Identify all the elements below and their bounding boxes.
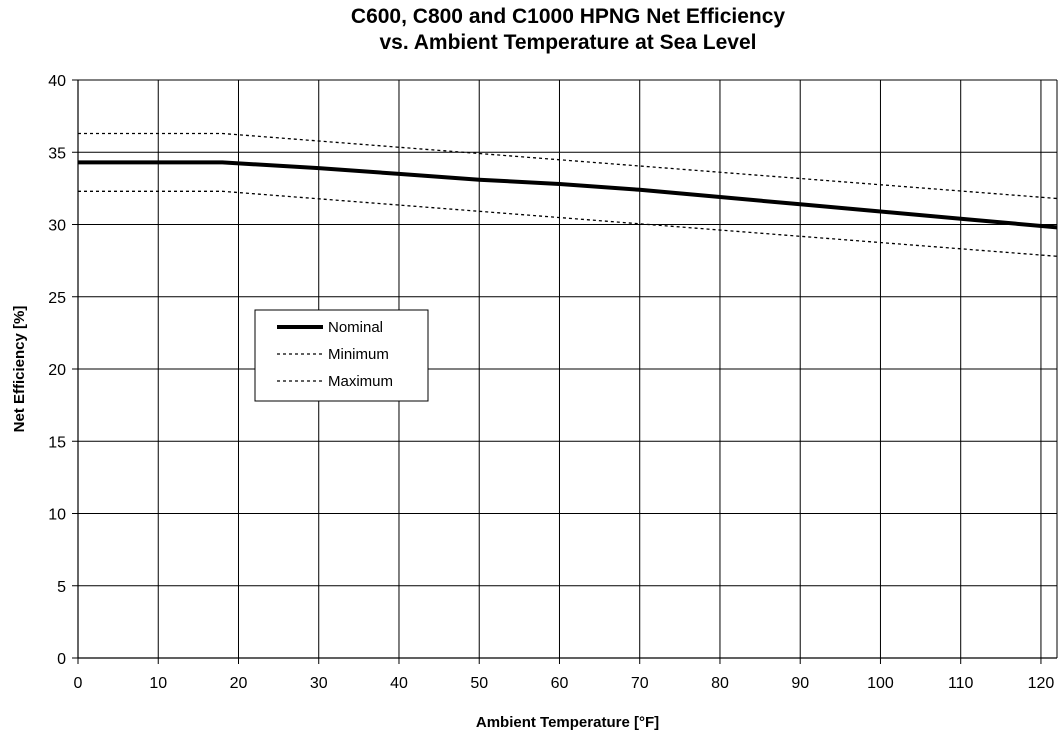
x-tick-label: 60 — [551, 675, 569, 692]
chart-title: C600, C800 and C1000 HPNG Net Efficiency… — [0, 4, 1060, 56]
x-tick-label: 110 — [948, 675, 974, 692]
y-tick-label: 15 — [48, 434, 66, 451]
y-tick-label: 20 — [48, 362, 66, 379]
series-line-nominal — [78, 160, 1058, 230]
y-axis-label: Net Efficiency [%] — [11, 306, 28, 433]
x-tick-label: 80 — [711, 675, 729, 692]
legend-label-maximum: Maximum — [328, 373, 393, 390]
series-line-maximum — [78, 132, 1058, 200]
gridlines — [78, 79, 1057, 658]
tick-labels: 0 5 10 15 20 25 30 35 40 0 10 20 30 40 50 60 70 80 90 100 11… — [48, 73, 1054, 692]
x-axis-label: Ambient Temperature [°F] — [476, 714, 659, 731]
chart-title-line-1: C600, C800 and C1000 HPNG Net Efficiency — [350, 5, 786, 28]
x-tick-label: 30 — [310, 675, 328, 692]
y-tick-label: 40 — [48, 73, 66, 90]
x-tick-label: 20 — [230, 675, 248, 692]
x-tick-label: 90 — [791, 675, 809, 692]
legend: Nominal Minimum Maximum — [254, 309, 429, 402]
y-tick-label: 35 — [48, 145, 66, 162]
legend-label-nominal: Nominal — [328, 319, 383, 336]
x-tick-label: 70 — [631, 675, 649, 692]
series-lines — [78, 132, 1058, 257]
axes — [72, 79, 1058, 664]
chart-title-line-2: vs. Ambient Temperature at Sea Level — [379, 31, 757, 54]
x-tick-label: 10 — [149, 675, 167, 692]
y-tick-label: 5 — [57, 579, 66, 596]
x-tick-label: 100 — [867, 675, 894, 692]
x-tick-label: 50 — [470, 675, 488, 692]
y-tick-label: 25 — [48, 290, 66, 307]
y-tick-label: 10 — [48, 507, 66, 524]
legend-label-minimum: Minimum — [328, 346, 389, 363]
y-tick-label: 0 — [57, 651, 66, 668]
y-tick-label: 30 — [48, 218, 66, 235]
x-tick-label: 0 — [74, 675, 83, 692]
series-line-minimum — [78, 190, 1058, 257]
x-tick-label: 40 — [390, 675, 408, 692]
x-tick-label: 120 — [1028, 675, 1055, 692]
